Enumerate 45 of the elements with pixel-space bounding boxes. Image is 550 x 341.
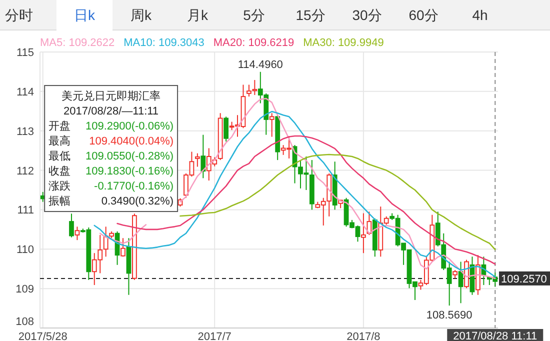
annotation: 最低	[48, 150, 71, 163]
x-tick-label: 2017/08/28 11:11	[453, 330, 538, 341]
y-tick-label: 114	[16, 86, 34, 98]
y-tick-label: 112	[16, 165, 34, 178]
text: 60分	[408, 7, 438, 23]
text: MA5: 109.2622	[40, 37, 115, 49]
annotation: 美元兑日元即期汇率	[62, 90, 161, 103]
y-tick-label: 111	[17, 204, 34, 217]
ref-line-label: 109.2570	[501, 273, 547, 286]
annotation: 114.4960	[238, 58, 283, 71]
annotation: -0.1770(-0.16%)	[94, 180, 174, 193]
text: 月k	[187, 7, 209, 23]
annotation: 收盘	[48, 166, 71, 178]
y-tick-label: 109	[16, 284, 34, 296]
annotation: 109.0550(-0.28%)	[85, 150, 174, 163]
text: 15分	[296, 7, 326, 23]
annotation: 108.5690	[426, 310, 472, 322]
annotation: 2017/08/28/—11:11	[64, 106, 159, 118]
text: 日k	[74, 7, 96, 23]
text: 5分	[243, 7, 265, 23]
y-tick-label: 115	[16, 47, 34, 59]
x-tick-label: 2017/8	[346, 331, 380, 341]
text: MA10: 109.3043	[124, 37, 204, 49]
y-tick-label: 113	[16, 126, 34, 138]
text: MA20: 109.6219	[213, 37, 294, 49]
candlestick	[361, 212, 366, 254]
annotation: 0.3490(0.32%)	[101, 196, 174, 208]
annotation: 109.2900(-0.06%)	[85, 120, 174, 133]
candlestick	[200, 134, 206, 179]
text: 分时	[5, 7, 33, 23]
text: 30分	[352, 7, 382, 23]
annotation: 开盘	[48, 120, 71, 133]
annotation: 109.4040(0.04%)	[89, 136, 174, 148]
annotation: 振幅	[48, 196, 71, 208]
annotation: 109.1830(-0.16%)	[85, 166, 174, 178]
candlestick	[69, 213, 74, 238]
text: 周k	[130, 7, 152, 23]
annotation: 最高	[48, 134, 71, 148]
text: 4h	[472, 7, 488, 23]
y-tick-label: 110	[16, 244, 34, 256]
text: MA30: 109.9949	[303, 37, 384, 49]
x-tick-label: 2017/7	[198, 331, 232, 341]
y-tick-label: 108	[16, 316, 34, 328]
annotation: 涨跌	[48, 180, 71, 193]
x-tick-label: 2017/5/28	[18, 331, 68, 341]
